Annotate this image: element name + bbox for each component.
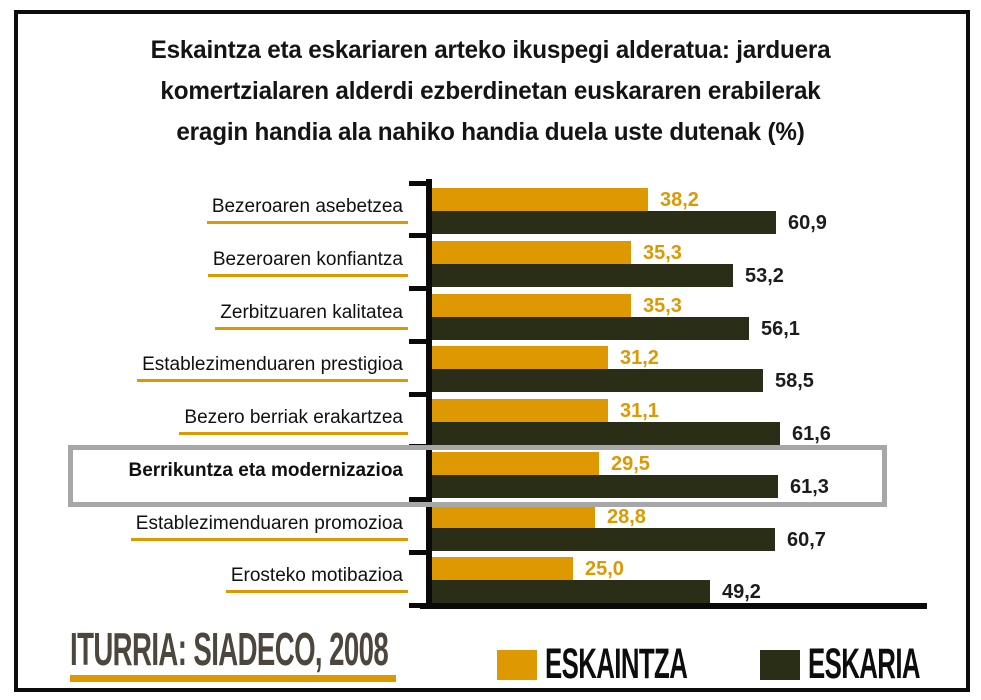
value-label: 60,7: [787, 529, 826, 551]
value-label: 31,2: [620, 347, 659, 369]
axis-tick: [409, 233, 427, 239]
chart-title-line: Eskaintza eta eskariaren arteko ikuspegi…: [150, 36, 831, 64]
eskaintza-bar: [432, 505, 595, 528]
bar-row: 25,0 49,2: [432, 552, 981, 605]
eskaria-legend-label: ESKARIA: [808, 643, 981, 686]
value-label: 53,2: [745, 265, 784, 287]
eskaria-bar: [432, 475, 778, 498]
eskaria-bar: [432, 264, 733, 287]
value-label: 28,8: [607, 506, 646, 528]
category-label: Establezimenduaren prestigioa: [137, 353, 408, 382]
legend-item-eskaria: ESKARIA: [760, 643, 981, 686]
bar-row: 38,2 60,9: [432, 183, 981, 236]
eskaintza-bar: [432, 188, 648, 211]
eskaria-legend-swatch: [760, 649, 800, 680]
axis-tick: [409, 549, 427, 555]
eskaria-bar: [432, 211, 776, 234]
axis-tick: [409, 497, 427, 502]
eskaria-bar: [432, 317, 749, 340]
category-labels: Bezeroaren asebetzea Bezeroaren konfiantz…: [0, 0, 408, 700]
x-axis-line: [420, 603, 927, 609]
eskaria-legend-text: ESKARIA: [808, 640, 921, 688]
bar-row: 29,5 61,3: [432, 447, 981, 500]
chart-title-line: komertzialaren alderdi ezberdinetan eusk…: [160, 77, 821, 105]
value-label: 29,5: [611, 453, 650, 475]
eskaintza-bar: [432, 294, 631, 317]
eskaintza-bar: [432, 557, 573, 580]
value-label: 61,3: [790, 476, 829, 498]
category-label: Bezero berriak erakartzea: [179, 406, 408, 435]
eskaintza-legend-label: ESKAINTZA: [545, 643, 782, 686]
category-label: Berrikuntza eta modernizazioa: [128, 460, 403, 481]
category-label: Zerbitzuaren kalitatea: [215, 301, 408, 330]
eskaintza-bar: [432, 346, 608, 369]
bar-row: 31,1 61,6: [432, 394, 981, 447]
axis-tick: [409, 444, 427, 450]
source-label-text: ITURRIA: SIADECO, 2008: [70, 623, 389, 675]
chart-title-line: eragin handia ala nahiko handia duela us…: [176, 118, 805, 146]
value-label: 25,0: [585, 558, 624, 580]
value-label: 35,3: [643, 295, 682, 317]
eskaintza-bar: [432, 452, 599, 475]
chart-title: Eskaintza eta eskariaren arteko ikuspegi…: [44, 30, 937, 153]
value-label: 49,2: [722, 581, 761, 603]
axis-tick: [409, 391, 427, 397]
eskaria-bar: [432, 422, 780, 445]
eskaintza-bar: [432, 399, 608, 422]
eskaintza-legend-text: ESKAINTZA: [545, 640, 688, 688]
eskaria-bar: [432, 369, 763, 392]
bar-row: 35,3 56,1: [432, 289, 981, 342]
value-label: 31,1: [620, 400, 659, 422]
value-label: 38,2: [660, 189, 699, 211]
eskaria-bar: [432, 580, 710, 603]
axis-tick: [409, 286, 427, 291]
value-label: 35,3: [643, 242, 682, 264]
bar-row: 31,2 58,5: [432, 341, 981, 394]
category-label: Bezeroaren asebetzea: [206, 195, 408, 224]
y-axis-line: [426, 179, 432, 608]
bar-row: 35,3 53,2: [432, 236, 981, 289]
value-label: 61,6: [792, 423, 831, 445]
axis-tick: [409, 180, 427, 186]
eskaintza-bar: [432, 241, 631, 264]
value-label: 56,1: [761, 318, 800, 340]
eskaintza-legend-swatch: [497, 649, 537, 680]
source-label: ITURRIA: SIADECO, 2008: [70, 624, 600, 674]
bar-row: 28,8 60,7: [432, 500, 981, 553]
category-label: Bezeroaren konfiantza: [207, 248, 408, 277]
axis-tick: [409, 338, 427, 344]
eskaria-bar: [432, 528, 775, 551]
legend-item-eskaintza: ESKAINTZA: [497, 643, 782, 686]
value-label: 60,9: [788, 212, 827, 234]
source-underline: [70, 675, 396, 682]
category-label: Establezimenduaren promozioa: [130, 512, 408, 541]
value-label: 58,5: [775, 370, 814, 392]
category-label: Erosteko motibazioa: [225, 564, 408, 593]
axis-tick: [409, 602, 427, 608]
plot-area: 38,2 60,9 35,3 53,2 35,3 56,1 31,2 58,5 31,1 61,6…: [432, 183, 981, 606]
